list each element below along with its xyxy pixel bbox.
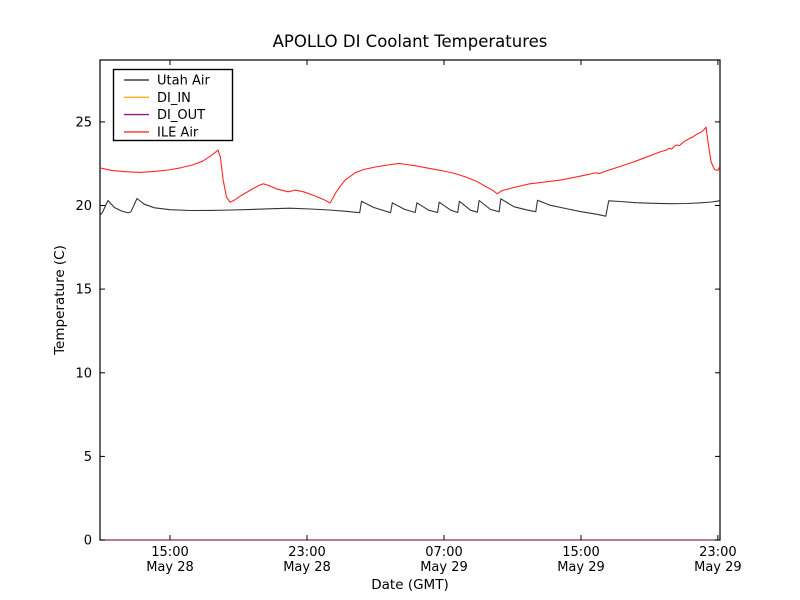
legend-item-label: Utah Air bbox=[157, 74, 210, 89]
y-tick-label: 10 bbox=[75, 366, 92, 381]
legend-item: DI_IN bbox=[124, 91, 191, 106]
legend-item-label: DI_IN bbox=[157, 91, 191, 106]
series-lines bbox=[99, 126, 720, 541]
x-tick-time-label: 23:00 bbox=[699, 545, 736, 560]
x-tick-time-label: 15:00 bbox=[151, 545, 188, 560]
x-axis-label: Date (GMT) bbox=[371, 577, 448, 593]
y-tick-labels: 0 5 10 15 20 25 bbox=[75, 115, 92, 548]
x-tick-time-label: 07:00 bbox=[425, 545, 462, 560]
x-tick-date-label: May 29 bbox=[557, 560, 605, 575]
legend-item-label: DI_OUT bbox=[157, 108, 205, 123]
legend-item: ILE Air bbox=[124, 125, 199, 140]
legend-item-label: ILE Air bbox=[157, 125, 199, 140]
legend-item: Utah Air bbox=[124, 74, 210, 89]
series-line-utah-air bbox=[99, 197, 720, 217]
legend-item: DI_OUT bbox=[124, 108, 205, 123]
y-tick-label: 20 bbox=[75, 199, 92, 214]
x-tick-time-label: 15:00 bbox=[562, 545, 599, 560]
x-tick-date-label: May 28 bbox=[283, 560, 331, 575]
legend: Utah Air DI_IN DI_OUT ILE Air bbox=[112, 68, 234, 142]
series-line-ile-air bbox=[99, 126, 720, 204]
chart-title: APOLLO DI Coolant Temperatures bbox=[273, 32, 548, 51]
legend-frame bbox=[112, 68, 234, 142]
y-axis-label: Temperature (C) bbox=[52, 245, 68, 356]
axis-ticks bbox=[100, 60, 720, 541]
y-tick-label: 15 bbox=[75, 283, 92, 298]
y-tick-label: 25 bbox=[75, 115, 92, 130]
x-tick-date-label: May 28 bbox=[146, 560, 194, 575]
x-tick-time-label: 23:00 bbox=[288, 545, 325, 560]
y-tick-label: 5 bbox=[84, 450, 92, 465]
x-tick-date-label: May 29 bbox=[420, 560, 468, 575]
y-tick-label: 0 bbox=[84, 534, 92, 549]
x-tick-date-label: May 29 bbox=[694, 560, 742, 575]
